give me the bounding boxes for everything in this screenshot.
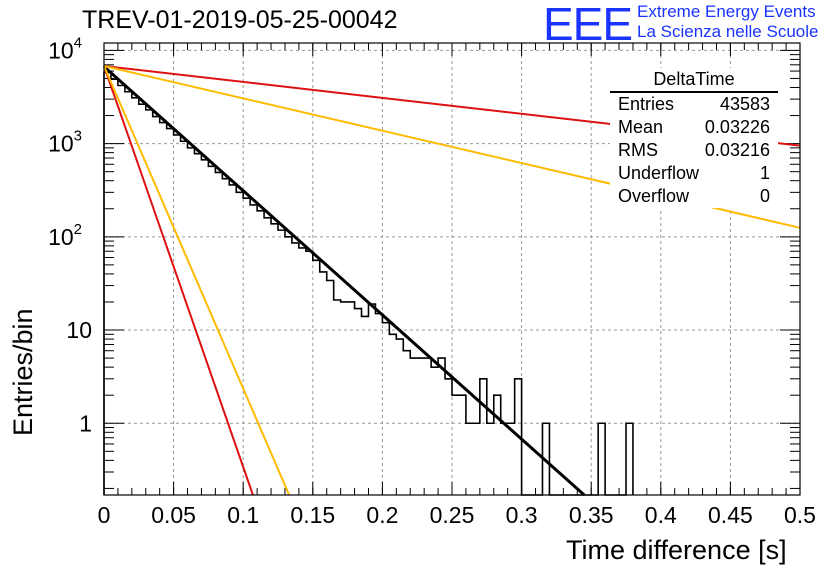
stats-row: Entries 43583 bbox=[610, 93, 778, 116]
plot-frame bbox=[103, 42, 801, 496]
stats-value: 0 bbox=[759, 186, 770, 206]
histogram-outline bbox=[103, 71, 634, 496]
x-tick-label: 0.35 bbox=[569, 502, 614, 528]
stats-row: RMS 0.03216 bbox=[610, 139, 778, 162]
stats-row: Mean 0.03226 bbox=[610, 116, 778, 139]
y-axis-label: Entries/bin bbox=[8, 308, 38, 436]
stats-value: 0.03216 bbox=[704, 140, 770, 160]
x-tick-label: 0.4 bbox=[645, 502, 677, 528]
y-tick-label: 104 bbox=[48, 34, 82, 63]
x-tick-label: 0.15 bbox=[290, 502, 335, 528]
stats-label: RMS bbox=[618, 140, 658, 160]
plot-title: TREV-01-2019-05-25-00042 bbox=[82, 6, 398, 34]
stats-value: 43583 bbox=[719, 94, 770, 114]
x-tick-label: 0.1 bbox=[227, 502, 259, 528]
fit-line-4 bbox=[103, 65, 254, 496]
fit-line-5 bbox=[103, 65, 291, 496]
x-tick-label: 0 bbox=[98, 502, 111, 528]
stats-label: Entries bbox=[618, 94, 675, 114]
x-tick-label: 0.25 bbox=[430, 502, 475, 528]
eee-logo: EEE bbox=[543, 0, 633, 50]
x-tick-label: 0.5 bbox=[784, 502, 816, 528]
stats-title: DeltaTime bbox=[610, 68, 778, 93]
stats-label: Underflow bbox=[618, 163, 700, 183]
stats-row: Overflow 0 bbox=[610, 185, 778, 208]
stats-label: Mean bbox=[618, 117, 664, 137]
axis-ticks bbox=[103, 43, 801, 495]
stats-value: 1 bbox=[759, 163, 770, 183]
y-tick-label: 102 bbox=[48, 221, 82, 250]
tick-labels: 0 0.05 0.1 0.15 0.2 0.25 0.3 0.35 0.4 0.45 0.51101… bbox=[48, 34, 816, 528]
y-tick-label: 10 bbox=[66, 317, 92, 343]
x-axis-label: Time difference [s] bbox=[566, 535, 787, 565]
y-tick-label: 1 bbox=[79, 410, 92, 436]
stats-box: DeltaTime Entries 43583 Mean 0.03226 RMS 0.… bbox=[610, 68, 778, 208]
stats-label: Overflow bbox=[618, 186, 690, 206]
x-tick-label: 0.2 bbox=[366, 502, 398, 528]
x-tick-label: 0.3 bbox=[506, 502, 538, 528]
x-tick-label: 0.45 bbox=[708, 502, 753, 528]
y-tick-label: 103 bbox=[48, 128, 82, 157]
fit-line-1 bbox=[103, 65, 586, 497]
stats-value: 0.03226 bbox=[704, 117, 770, 137]
logo-line-1: Extreme Energy Events bbox=[637, 2, 816, 21]
x-tick-label: 0.05 bbox=[151, 502, 196, 528]
stats-row: Underflow 1 bbox=[610, 162, 778, 185]
logo-line-2: La Scienza nelle Scuole bbox=[637, 22, 819, 41]
